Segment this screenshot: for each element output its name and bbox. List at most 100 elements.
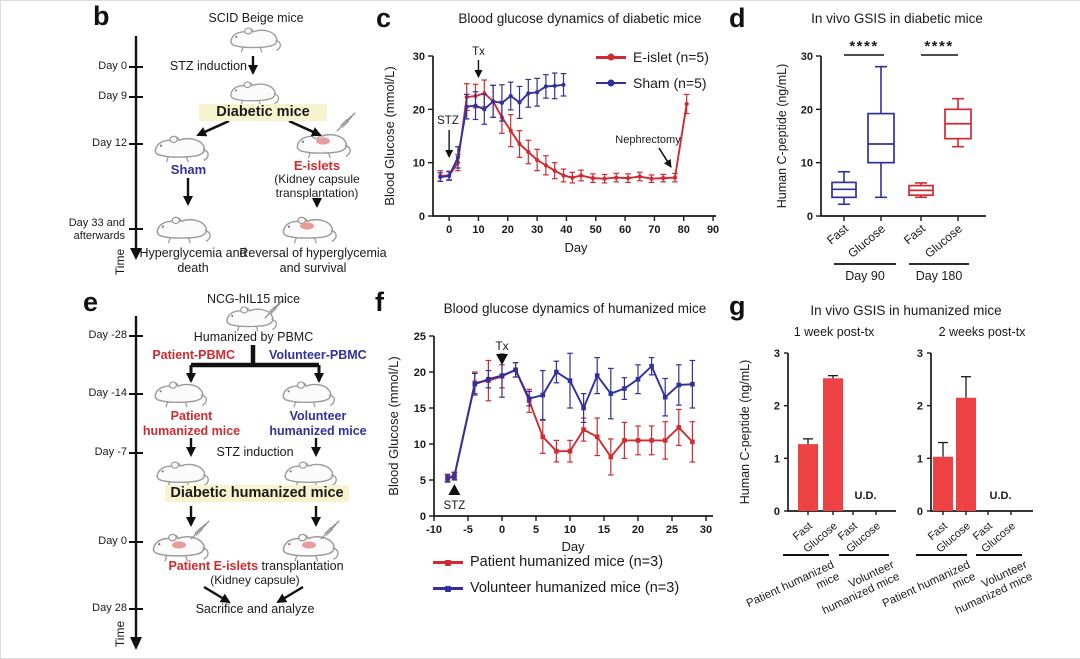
panel-letter-e: e	[83, 287, 99, 317]
mouse-icon	[284, 461, 337, 488]
legend-label-sham: Sham (n=5)	[633, 74, 707, 91]
timeline-b-label: Time	[112, 248, 127, 276]
svg-text:10: 10	[472, 224, 484, 236]
svg-text:-5: -5	[463, 524, 473, 536]
timeline-b-day33: Day 33 and afterwards	[68, 217, 125, 242]
svg-text:20: 20	[502, 224, 514, 236]
mouse-icon	[282, 381, 335, 408]
svg-text:STZ: STZ	[437, 115, 459, 127]
svg-text:Day 90: Day 90	[845, 269, 885, 283]
mouse-icon	[156, 216, 211, 244]
node-e-islets-note: (Kidney capsule transplantation)	[274, 172, 360, 201]
svg-text:10: 10	[564, 524, 576, 536]
svg-text:****: ****	[849, 38, 878, 55]
node-diabetic-humanized: Diabetic humanized mice	[165, 485, 349, 503]
svg-text:Tx: Tx	[472, 46, 485, 58]
svg-text:0: 0	[917, 506, 923, 518]
panel-letter-g: g	[729, 291, 746, 321]
svg-text:3: 3	[917, 348, 923, 360]
svg-text:10: 10	[801, 158, 813, 170]
svg-text:30: 30	[700, 524, 712, 536]
arrow	[288, 119, 322, 137]
legend-swatch-sham-icon	[596, 81, 626, 85]
timeline-e-day0: Day 0	[98, 535, 127, 547]
svg-text:U.D.: U.D.	[855, 490, 877, 502]
svg-text:2: 2	[774, 401, 780, 413]
svg-text:70: 70	[648, 224, 660, 236]
mouse-icon	[296, 131, 351, 159]
node-volunteer-humanized: Volunteer humanized mice	[269, 409, 367, 438]
legend-swatch-volunteer-icon	[433, 587, 463, 590]
chart-c-title: Blood glucose dynamics of diabetic mice	[458, 11, 702, 26]
svg-text:2: 2	[917, 401, 923, 413]
syringe-icon	[189, 519, 211, 541]
svg-text:Day: Day	[561, 539, 585, 554]
node-transplantation: Patient E-islets transplantation	[161, 559, 351, 574]
mouse-icon	[154, 381, 207, 408]
timeline-b	[129, 36, 143, 260]
svg-text:U.D.: U.D.	[990, 490, 1012, 502]
boxplot-1	[867, 65, 895, 199]
svg-text:10: 10	[414, 439, 426, 451]
series-sham-n-5-	[437, 72, 567, 182]
boxplot-2	[908, 182, 934, 199]
graft-patch	[302, 541, 316, 549]
mouse-icon	[156, 461, 209, 488]
svg-text:Blood Glucose (mmol/L): Blood Glucose (mmol/L)	[382, 66, 397, 205]
timeline-b-day12: Day 12	[92, 137, 127, 149]
svg-text:3: 3	[774, 348, 780, 360]
svg-text:5: 5	[533, 524, 539, 536]
svg-text:15: 15	[598, 524, 610, 536]
timeline-e-day-7: Day -7	[94, 446, 127, 458]
svg-text:10: 10	[413, 158, 425, 170]
graft-patch	[172, 541, 186, 549]
chart-c-legend: E-islet (n=5) Sham (n=5)	[596, 49, 709, 100]
svg-text:Glucose: Glucose	[922, 221, 965, 260]
svg-text:30: 30	[413, 51, 425, 63]
boxplot-3	[944, 97, 972, 148]
chart-blood-glucose-diabetic: 0 10 20 30 40 50 60 70 80 90 0 10 20 30 Day Blood Gluco…	[382, 46, 719, 255]
svg-text:Day 180: Day 180	[916, 269, 963, 283]
graft-patch	[300, 222, 314, 230]
svg-text:Human C-peptide (ng/mL): Human C-peptide (ng/mL)	[775, 64, 789, 209]
timeline-e-day28: Day 28	[92, 602, 127, 614]
node-humanized-pbmc: Humanized by PBMC	[193, 330, 314, 344]
svg-text:90: 90	[707, 224, 719, 236]
svg-text:Nephrectomy: Nephrectomy	[615, 134, 681, 146]
node-e-islets: E-islets	[293, 158, 341, 173]
node-sacrifice: Sacrifice and analyze	[195, 602, 315, 616]
timeline-e-label: Time	[112, 620, 127, 648]
mouse-icon	[282, 216, 337, 244]
svg-text:Glucose: Glucose	[845, 221, 888, 260]
node-scid-mice: SCID Beige mice	[208, 11, 304, 25]
node-stz-induction: STZ induction	[169, 59, 247, 73]
svg-text:60: 60	[619, 224, 631, 236]
legend-label-e-islet: E-islet (n=5)	[633, 49, 709, 65]
arrow	[276, 585, 304, 604]
node-sham: Sham	[170, 162, 207, 177]
chart-g-subtitle-1: 1 week post-tx	[793, 325, 875, 339]
syringe-icon	[335, 111, 357, 133]
svg-text:30: 30	[531, 224, 543, 236]
chart-blood-glucose-humanized: -10 -5 0 5 10 15 20 25 30 0 5 10 15 20 25 Day Blood Gluc…	[386, 331, 713, 554]
svg-text:25: 25	[414, 331, 426, 343]
node-transplantation-rest: transplantation	[258, 559, 344, 573]
svg-text:0: 0	[420, 511, 426, 523]
svg-text:0: 0	[807, 211, 813, 223]
mouse-icon	[154, 135, 209, 163]
svg-text:0: 0	[774, 506, 780, 518]
legend-item-sham: Sham (n=5)	[596, 75, 709, 92]
mouse-icon	[230, 81, 280, 107]
chart-d-title: In vivo GSIS in diabetic mice	[811, 11, 983, 26]
group-overline	[783, 554, 829, 556]
legend-item-e-islet: E-islet (n=5)	[596, 49, 709, 66]
node-outcome-hyperglycemia: Hyperglycemia and death	[139, 246, 247, 275]
timeline-b-day9: Day 9	[98, 90, 127, 102]
svg-text:Blood Glucose (mmol/L): Blood Glucose (mmol/L)	[386, 356, 401, 495]
panel-letter-b: b	[93, 1, 110, 31]
svg-text:Fast: Fast	[901, 221, 928, 247]
svg-text:20: 20	[801, 104, 813, 116]
legend-item-patient: Patient humanized mice (n=3)	[433, 554, 679, 571]
svg-text:1: 1	[917, 453, 923, 465]
